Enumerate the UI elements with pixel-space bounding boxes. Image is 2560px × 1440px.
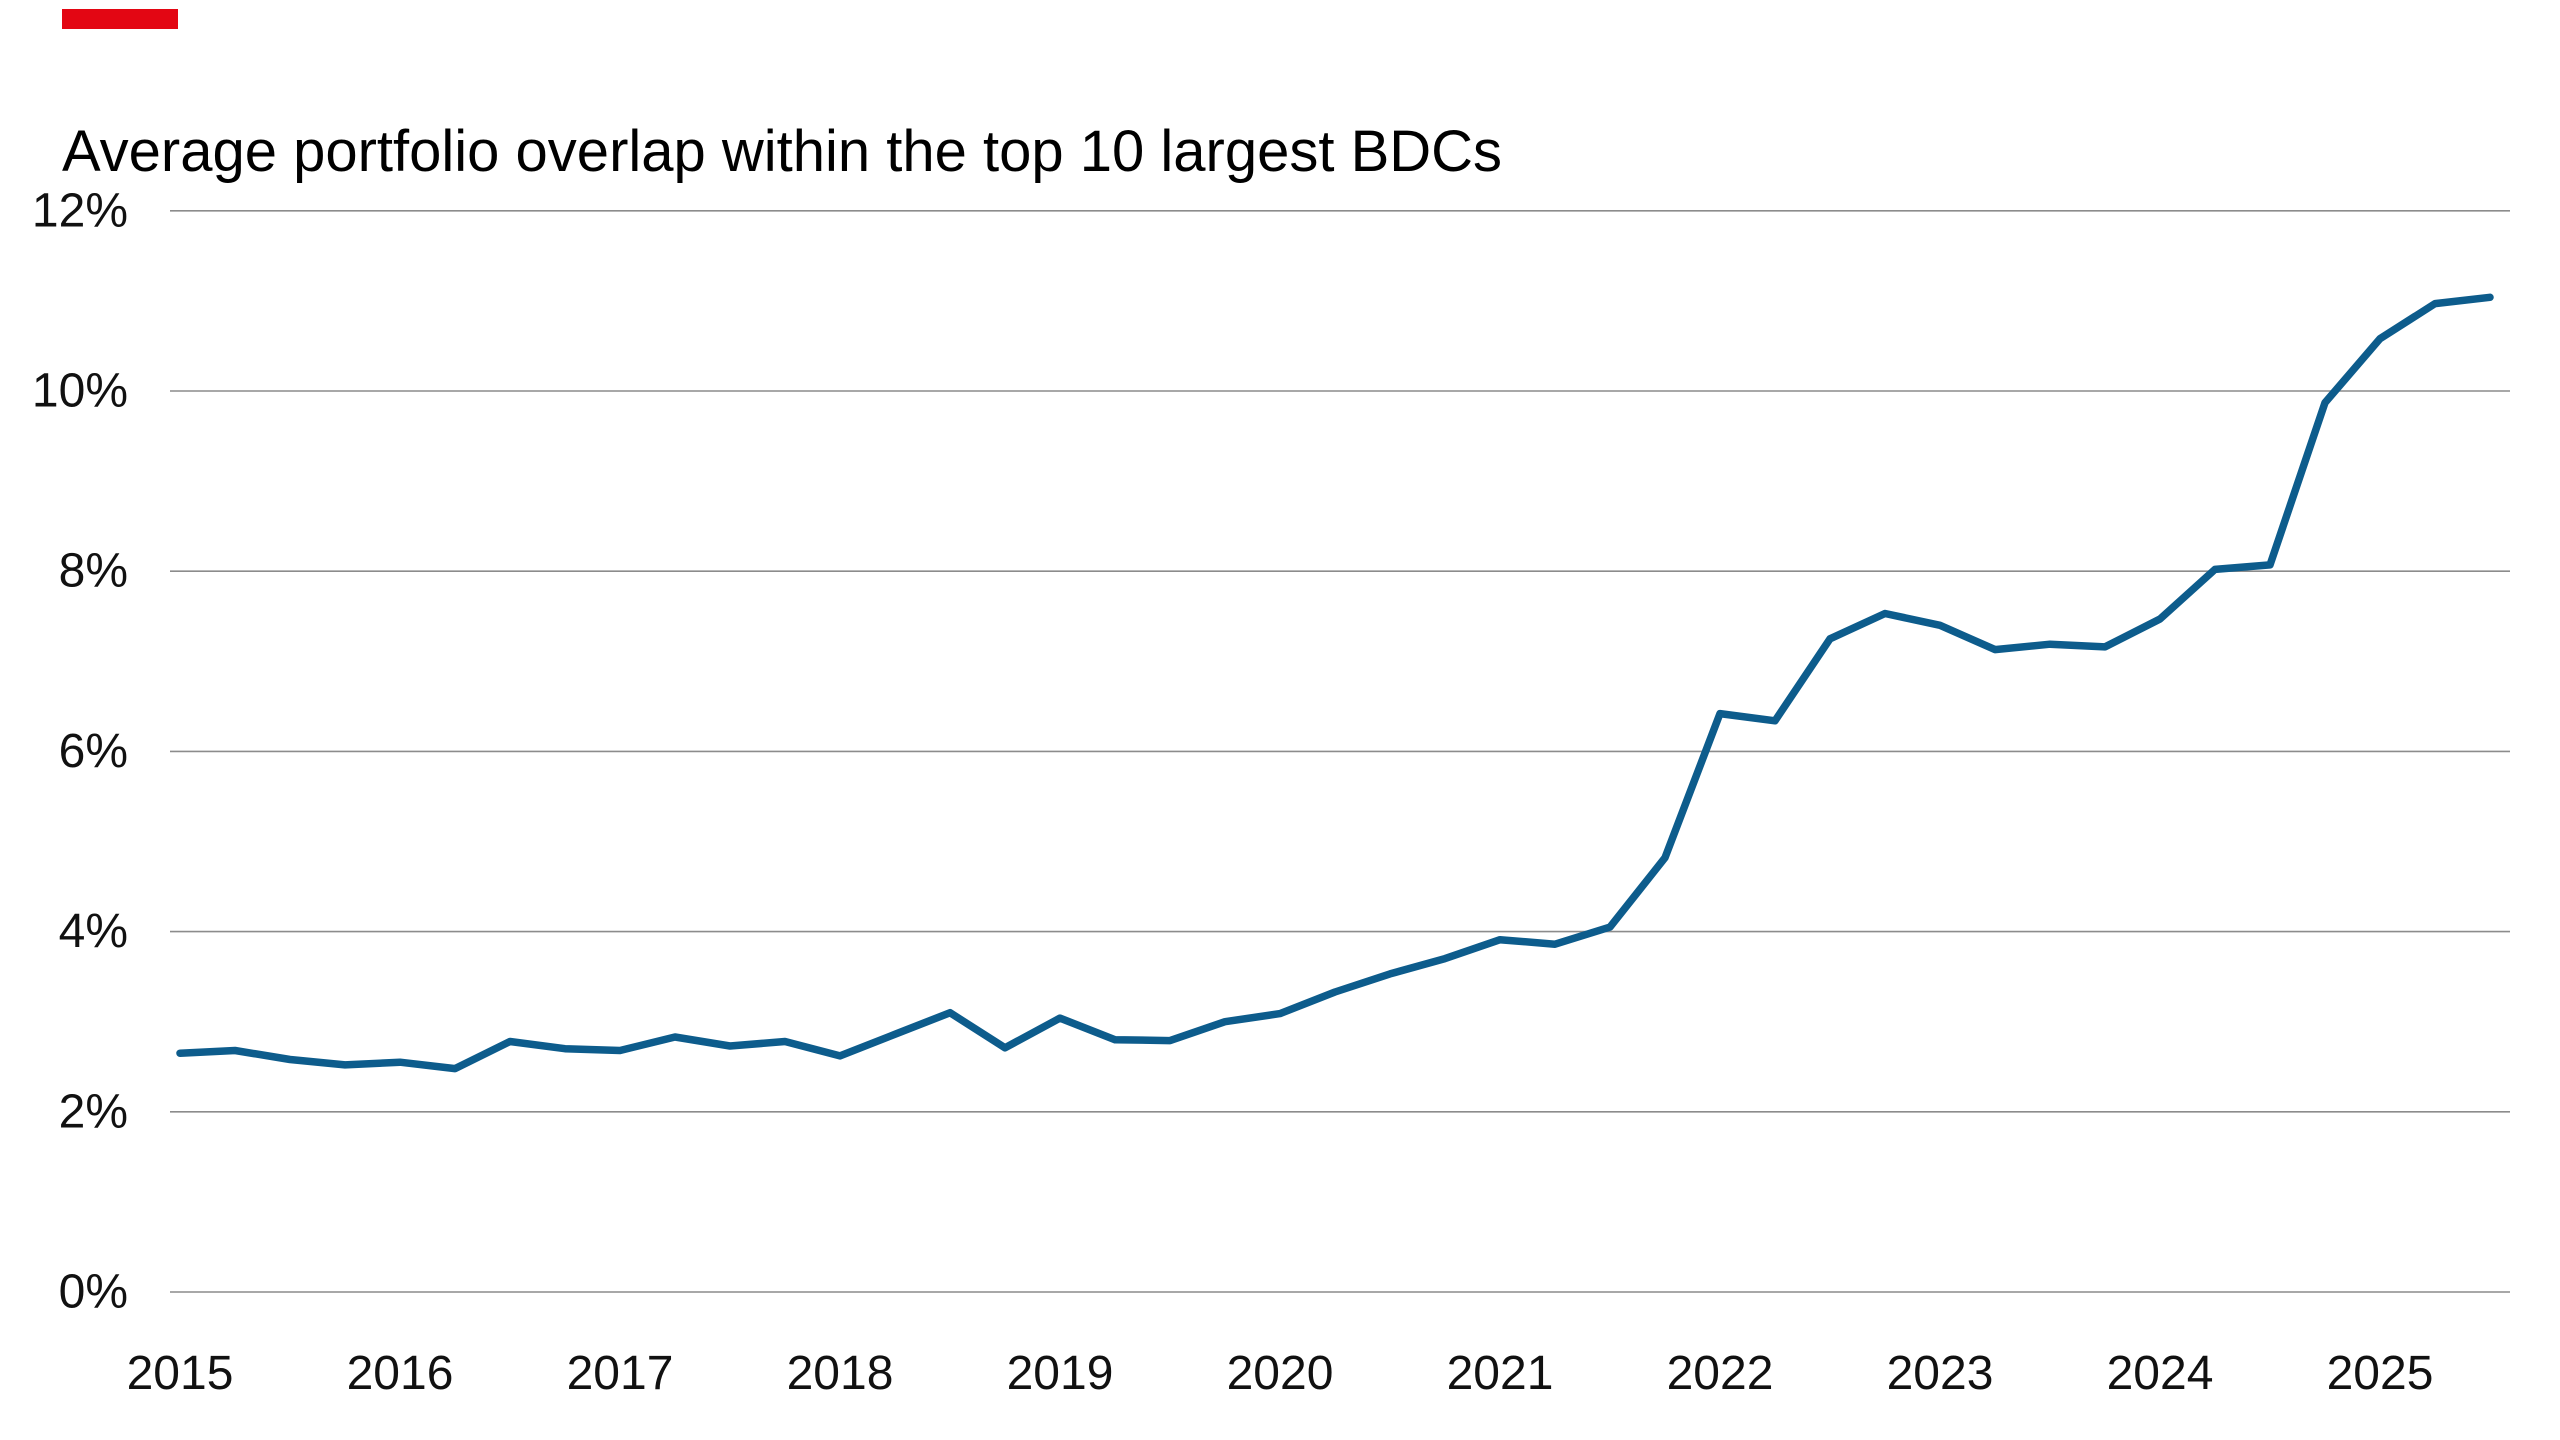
y-axis-tick-labels: 0% 2% 4% 6% 8% 10% 12%: [32, 184, 128, 1318]
gridlines: [170, 210, 2510, 1293]
y-tick-label-0%: 0%: [59, 1266, 128, 1319]
x-tick-label-2022: 2022: [1667, 1347, 1774, 1400]
x-tick-label-2020: 2020: [1227, 1347, 1334, 1400]
x-tick-label-2021: 2021: [1447, 1347, 1554, 1400]
x-tick-label-2023: 2023: [1887, 1347, 1994, 1400]
y-tick-label-10%: 10%: [32, 365, 128, 418]
y-tick-label-8%: 8%: [59, 545, 128, 598]
series-line-average-portfolio-overlap: [176, 293, 2494, 1073]
x-tick-label-2016: 2016: [347, 1347, 454, 1400]
chart-title: Average portfolio overlap within the top…: [62, 119, 1503, 184]
y-tick-label-12%: 12%: [32, 184, 128, 237]
x-axis-tick-labels: 2015 2016 2017 2018 2019 2020 2021 2022 2023 2024…: [127, 1347, 2434, 1400]
y-tick-label-4%: 4%: [59, 905, 128, 958]
x-tick-label-2015: 2015: [127, 1347, 234, 1400]
x-tick-label-2025: 2025: [2327, 1347, 2434, 1400]
x-tick-label-2019: 2019: [1007, 1347, 1114, 1400]
x-tick-label-2024: 2024: [2107, 1347, 2214, 1400]
y-tick-label-2%: 2%: [59, 1085, 128, 1138]
brand-red-bar: [62, 9, 178, 29]
x-tick-label-2017: 2017: [567, 1347, 674, 1400]
x-tick-label-2018: 2018: [787, 1347, 894, 1400]
y-tick-label-6%: 6%: [59, 725, 128, 778]
